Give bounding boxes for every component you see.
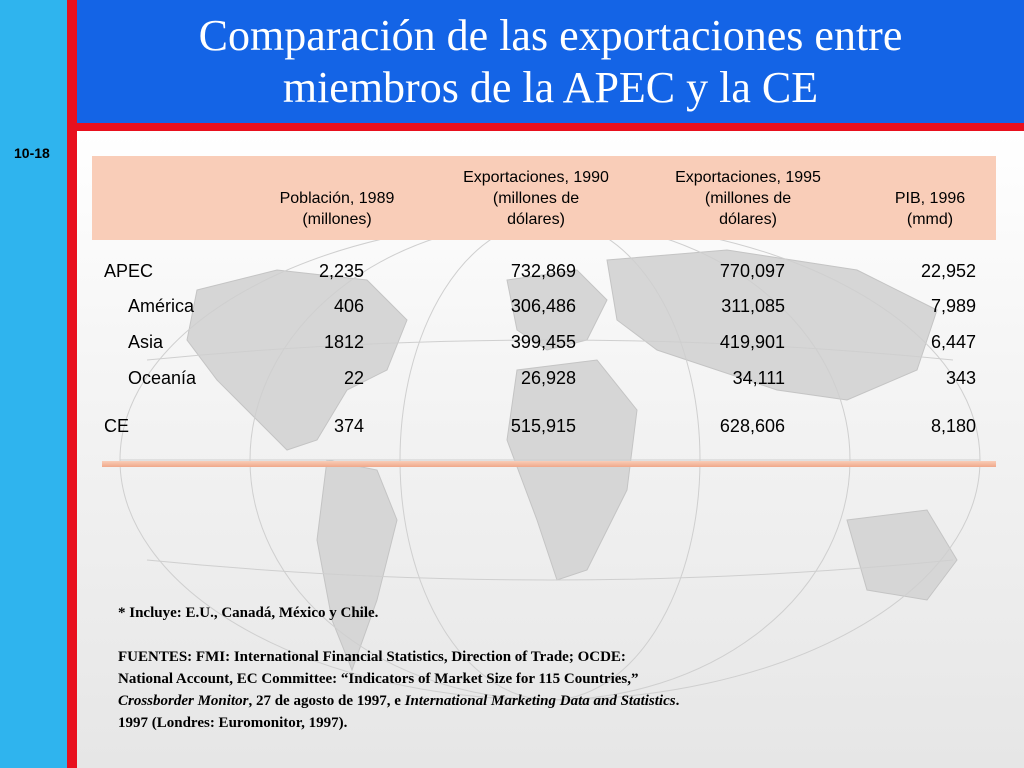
sources-line-3: Crossborder Monitor, 27 de agosto de 199…: [118, 690, 918, 712]
world-map-watermark: [119, 219, 981, 701]
cell-poblacion: 374: [333, 416, 364, 436]
cell-pib: 7,989: [930, 296, 976, 316]
header-exportaciones-1995: Exportaciones, 1995 (millones de dólares…: [675, 169, 821, 228]
title-line-2: miembros de la APEC y la CE: [282, 63, 819, 112]
cell-exp1995: 628,606: [719, 416, 785, 436]
table-bottom-rule: [102, 461, 996, 467]
table-header: [92, 156, 996, 240]
cell-poblacion: 22: [343, 368, 364, 388]
cell-pib: 343: [945, 368, 976, 388]
cell-exp1995: 419,901: [719, 332, 785, 352]
source-period: .: [675, 693, 680, 709]
row-label: APEC: [104, 261, 154, 281]
row-label: CE: [104, 416, 130, 436]
title-underline: [77, 123, 1024, 131]
cell-exp1995: 311,085: [721, 296, 785, 316]
slide-title: Comparación de las exportaciones entre m…: [77, 10, 1024, 114]
cell-poblacion: 1812: [323, 332, 364, 352]
cell-exp1990: 732,869: [510, 261, 576, 281]
header-exportaciones-1990: Exportaciones, 1990 (millones de dólares…: [463, 169, 609, 228]
left-red-stripe: [67, 0, 77, 768]
cell-pib: 6,447: [930, 332, 976, 352]
cell-exp1995: 770,097: [719, 261, 785, 281]
table-row-oceania: Oceanía 22 26,928 34,111 343: [0, 368, 1024, 396]
footnote: * Incluye: E.U., Canadá, México y Chile.: [118, 605, 379, 621]
cell-poblacion: 406: [333, 296, 364, 316]
title-bar: [77, 0, 1024, 123]
sources-line-4: 1997 (Londres: Euromonitor, 1997).: [118, 715, 348, 731]
source-crossborder-monitor: Crossborder Monitor: [118, 693, 249, 709]
cell-poblacion: 2,235: [318, 261, 364, 281]
notes-block: * Incluye: E.U., Canadá, México y Chile.…: [118, 602, 918, 734]
header-pib: PIB, 1996 (mmd): [894, 190, 966, 228]
cell-pib: 22,952: [920, 261, 976, 281]
title-line-1: Comparación de las exportaciones entre: [198, 11, 903, 60]
sources-line-1: FUENTES: FMI: International Financial St…: [118, 649, 626, 665]
notes-spacer: [118, 624, 918, 646]
source-date: , 27 de agosto de 1997, e: [248, 693, 405, 709]
table-row-asia: Asia 1812 399,455 419,901 6,447: [0, 332, 1024, 360]
row-label: América: [128, 296, 195, 316]
table-row-ce: CE 374 515,915 628,606 8,180: [0, 416, 1024, 444]
cell-exp1990: 515,915: [510, 416, 576, 436]
cell-exp1990: 26,928: [520, 368, 576, 388]
sources-line-2: National Account, EC Committee: “Indicat…: [118, 671, 639, 687]
row-label: Oceanía: [128, 368, 197, 388]
source-imds: International Marketing Data and Statist…: [404, 693, 676, 709]
header-poblacion: Población, 1989 (millones): [279, 190, 395, 228]
cell-exp1995: 34,111: [732, 368, 785, 388]
left-side-band: [0, 0, 67, 768]
cell-pib: 8,180: [930, 416, 976, 436]
table-row-apec: APEC 2,235 732,869 770,097 22,952: [0, 261, 1024, 289]
slide-number: 10-18: [14, 145, 50, 161]
table-row-america: América 406 306,486 311,085 7,989: [0, 296, 1024, 324]
row-label: Asia: [128, 332, 164, 352]
cell-exp1990: 399,455: [510, 332, 576, 352]
cell-exp1990: 306,486: [510, 296, 576, 316]
